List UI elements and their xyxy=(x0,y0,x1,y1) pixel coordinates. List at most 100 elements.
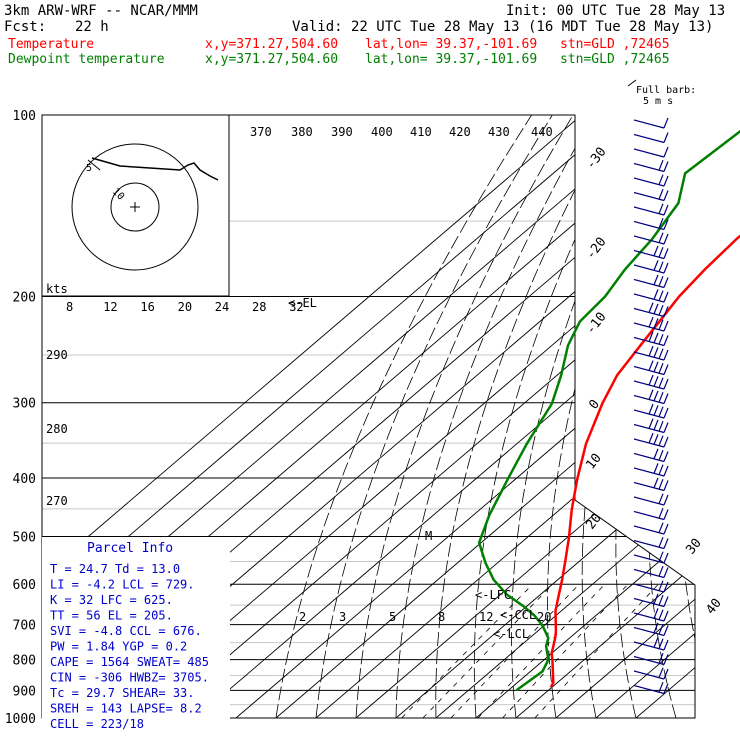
wind-barb xyxy=(633,159,669,173)
wind-barb xyxy=(633,331,669,347)
pressure-tick-label: 800 xyxy=(13,654,36,669)
axis-labels: 1002003004005006007008009001000-80-70-60… xyxy=(5,109,725,727)
pressure-tick-label: 600 xyxy=(13,578,36,593)
theta-low-label: 290 xyxy=(46,348,68,362)
theta-label: 410 xyxy=(410,125,432,139)
dry-adiabat xyxy=(581,115,695,718)
pressure-tick-label: 1000 xyxy=(5,712,36,727)
theta-low-label: 270 xyxy=(46,494,68,508)
temperature-legend: Temperature xyxy=(8,37,94,52)
theta-label: 390 xyxy=(331,125,353,139)
knot-scale-label: 12 xyxy=(103,300,117,314)
wind-barb xyxy=(633,608,669,622)
theta-label: 420 xyxy=(449,125,471,139)
model-title: 3km ARW-WRF -- NCAR/MMM xyxy=(4,3,198,19)
wind-barb xyxy=(633,493,669,506)
mixing-ratio-label: 8 xyxy=(438,610,445,624)
isotherm-line xyxy=(115,115,695,718)
parcel-info-row: CAPE = 1564 SWEAT= 485 xyxy=(50,655,209,669)
wind-barb xyxy=(633,507,669,521)
theta-label: 400 xyxy=(371,125,393,139)
hodograph-ring xyxy=(110,182,160,232)
pressure-tick-label: 700 xyxy=(13,619,36,634)
wind-barb xyxy=(633,260,669,274)
wind-barb xyxy=(633,448,669,463)
isotherm-side-label: -30 xyxy=(583,145,609,173)
parcel-info-row: CIN = -306 HWBZ= 3705. xyxy=(50,671,209,685)
forecast-label: Fcst: xyxy=(4,19,46,35)
theta-label: 440 xyxy=(531,125,553,139)
knot-scale-label: 8 xyxy=(66,300,73,314)
dewpoint-profile xyxy=(477,129,740,692)
wind-barb xyxy=(633,477,669,492)
wind-barb xyxy=(633,418,669,434)
parcel-info-row: K = 32 LFC = 625. xyxy=(50,593,173,607)
theta-label: 430 xyxy=(488,125,510,139)
wind-barb xyxy=(633,389,669,405)
pressure-tick-label: 200 xyxy=(13,291,36,306)
wind-barb xyxy=(633,652,669,666)
parcel-info-row: SVI = -4.8 CCL = 676. xyxy=(50,624,202,638)
dry-adiabat xyxy=(711,115,740,718)
theta-label: 370 xyxy=(250,125,272,139)
temperature-station: stn=GLD ,72465 xyxy=(560,37,670,52)
wind-barb xyxy=(633,217,669,231)
isotherm-line xyxy=(195,115,695,718)
knot-scale-label: 16 xyxy=(140,300,154,314)
isotherm-line xyxy=(395,115,695,718)
dry-adiabat xyxy=(355,115,574,718)
barb-key-line2: 5 m s xyxy=(643,96,673,107)
wind-barb xyxy=(633,403,669,419)
temperature-location: x,y=371.27,504.60 xyxy=(205,37,338,52)
hodograph-units: kts xyxy=(46,282,68,296)
wind-barb xyxy=(633,146,669,158)
wind-barb xyxy=(633,374,669,390)
hodograph-tick xyxy=(87,159,101,171)
dry-adiabat xyxy=(473,115,636,718)
mixing-ratio-label: 20 xyxy=(537,610,551,624)
wind-barb xyxy=(633,522,669,535)
mixing-ratio-line xyxy=(401,583,533,718)
valid-time: Valid: 22 UTC Tue 28 May 13 (16 MDT Tue … xyxy=(292,19,713,35)
hodograph-ring xyxy=(71,143,199,271)
dry-adiabat xyxy=(679,115,695,718)
hodograph-trace xyxy=(91,157,219,181)
pressure-tick-label: 300 xyxy=(13,397,36,412)
wind-barb xyxy=(633,565,669,579)
wind-barb xyxy=(633,174,669,187)
parcel-info-row: CELL = 223/18 xyxy=(50,717,144,731)
wind-barb xyxy=(633,580,669,593)
temperature-latlon: lat,lon= 39.37,-101.69 xyxy=(365,37,537,52)
isotherm-side-label: -20 xyxy=(583,235,609,263)
dry-adiabat xyxy=(511,115,657,718)
dry-adiabat xyxy=(315,115,553,718)
wind-barb xyxy=(633,289,669,303)
hodograph-label-5: 5 xyxy=(86,163,92,174)
wind-barb xyxy=(633,316,669,332)
wind-barb xyxy=(633,463,669,477)
isotherm-line xyxy=(155,115,695,718)
parcel-info-row: PW = 1.84 YGP = 0.2 xyxy=(50,640,187,654)
knot-scale-label: 28 xyxy=(252,300,266,314)
wind-barb xyxy=(633,360,669,376)
dry-adiabat xyxy=(275,115,532,718)
parcel-info-row: SREH = 143 LAPSE= 8.2 xyxy=(50,702,202,716)
wind-barb xyxy=(633,345,669,361)
init-time: Init: 00 UTC Tue 28 May 13 xyxy=(506,3,725,19)
el-marker: <-EL xyxy=(288,296,317,310)
isotherm-line xyxy=(42,115,622,718)
pressure-tick-label: 100 xyxy=(13,109,36,124)
forecast-hours: 22 h xyxy=(75,19,109,35)
mixing-ratio-label: 12 xyxy=(479,610,493,624)
isotherm-side-label: 40 xyxy=(703,596,724,618)
isotherm-line xyxy=(475,115,695,718)
lfc-marker: <-LFC xyxy=(475,588,511,602)
m-marker: M xyxy=(425,529,432,543)
mixing-ratio-label: 3 xyxy=(339,610,346,624)
dry-adiabat xyxy=(395,115,595,718)
sounding-profiles xyxy=(477,129,740,692)
parcel-info-row: Tc = 29.7 SHEAR= 33. xyxy=(50,686,195,700)
dewpoint-latlon: lat,lon= 39.37,-101.69 xyxy=(365,52,537,67)
ccl-marker: <-CCL xyxy=(500,608,536,622)
